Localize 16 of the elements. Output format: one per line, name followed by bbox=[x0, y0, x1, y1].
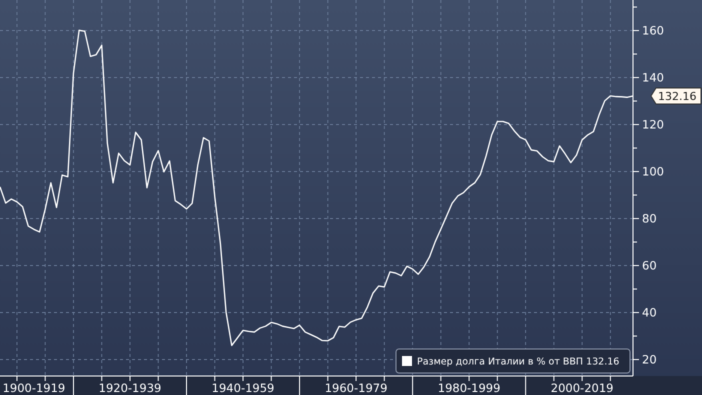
text: 132.16 bbox=[658, 90, 696, 103]
y-tick-label: 40 bbox=[642, 306, 657, 320]
legend-label: Размер долга Италии в % от ВВП 132.16 bbox=[417, 356, 620, 368]
x-tick-label: 2000-2019 bbox=[550, 381, 614, 395]
x-tick-label: 1960-1979 bbox=[324, 381, 388, 395]
y-tick-label: 100 bbox=[642, 164, 664, 179]
y-tick-label: 140 bbox=[642, 70, 664, 85]
y-tick-label: 60 bbox=[642, 258, 657, 273]
y-tick-label: 120 bbox=[642, 118, 664, 132]
x-tick-label: 1980-1999 bbox=[438, 381, 500, 395]
x-tick-label: 1900-1919 bbox=[2, 381, 66, 395]
x-tick-label: 1940-1959 bbox=[212, 381, 274, 395]
y-tick-label: 160 bbox=[642, 24, 664, 38]
y-tick-label: 20 bbox=[642, 352, 657, 367]
x-tick-label: 1920-1939 bbox=[98, 381, 162, 395]
y-tick-label: 80 bbox=[642, 212, 657, 226]
